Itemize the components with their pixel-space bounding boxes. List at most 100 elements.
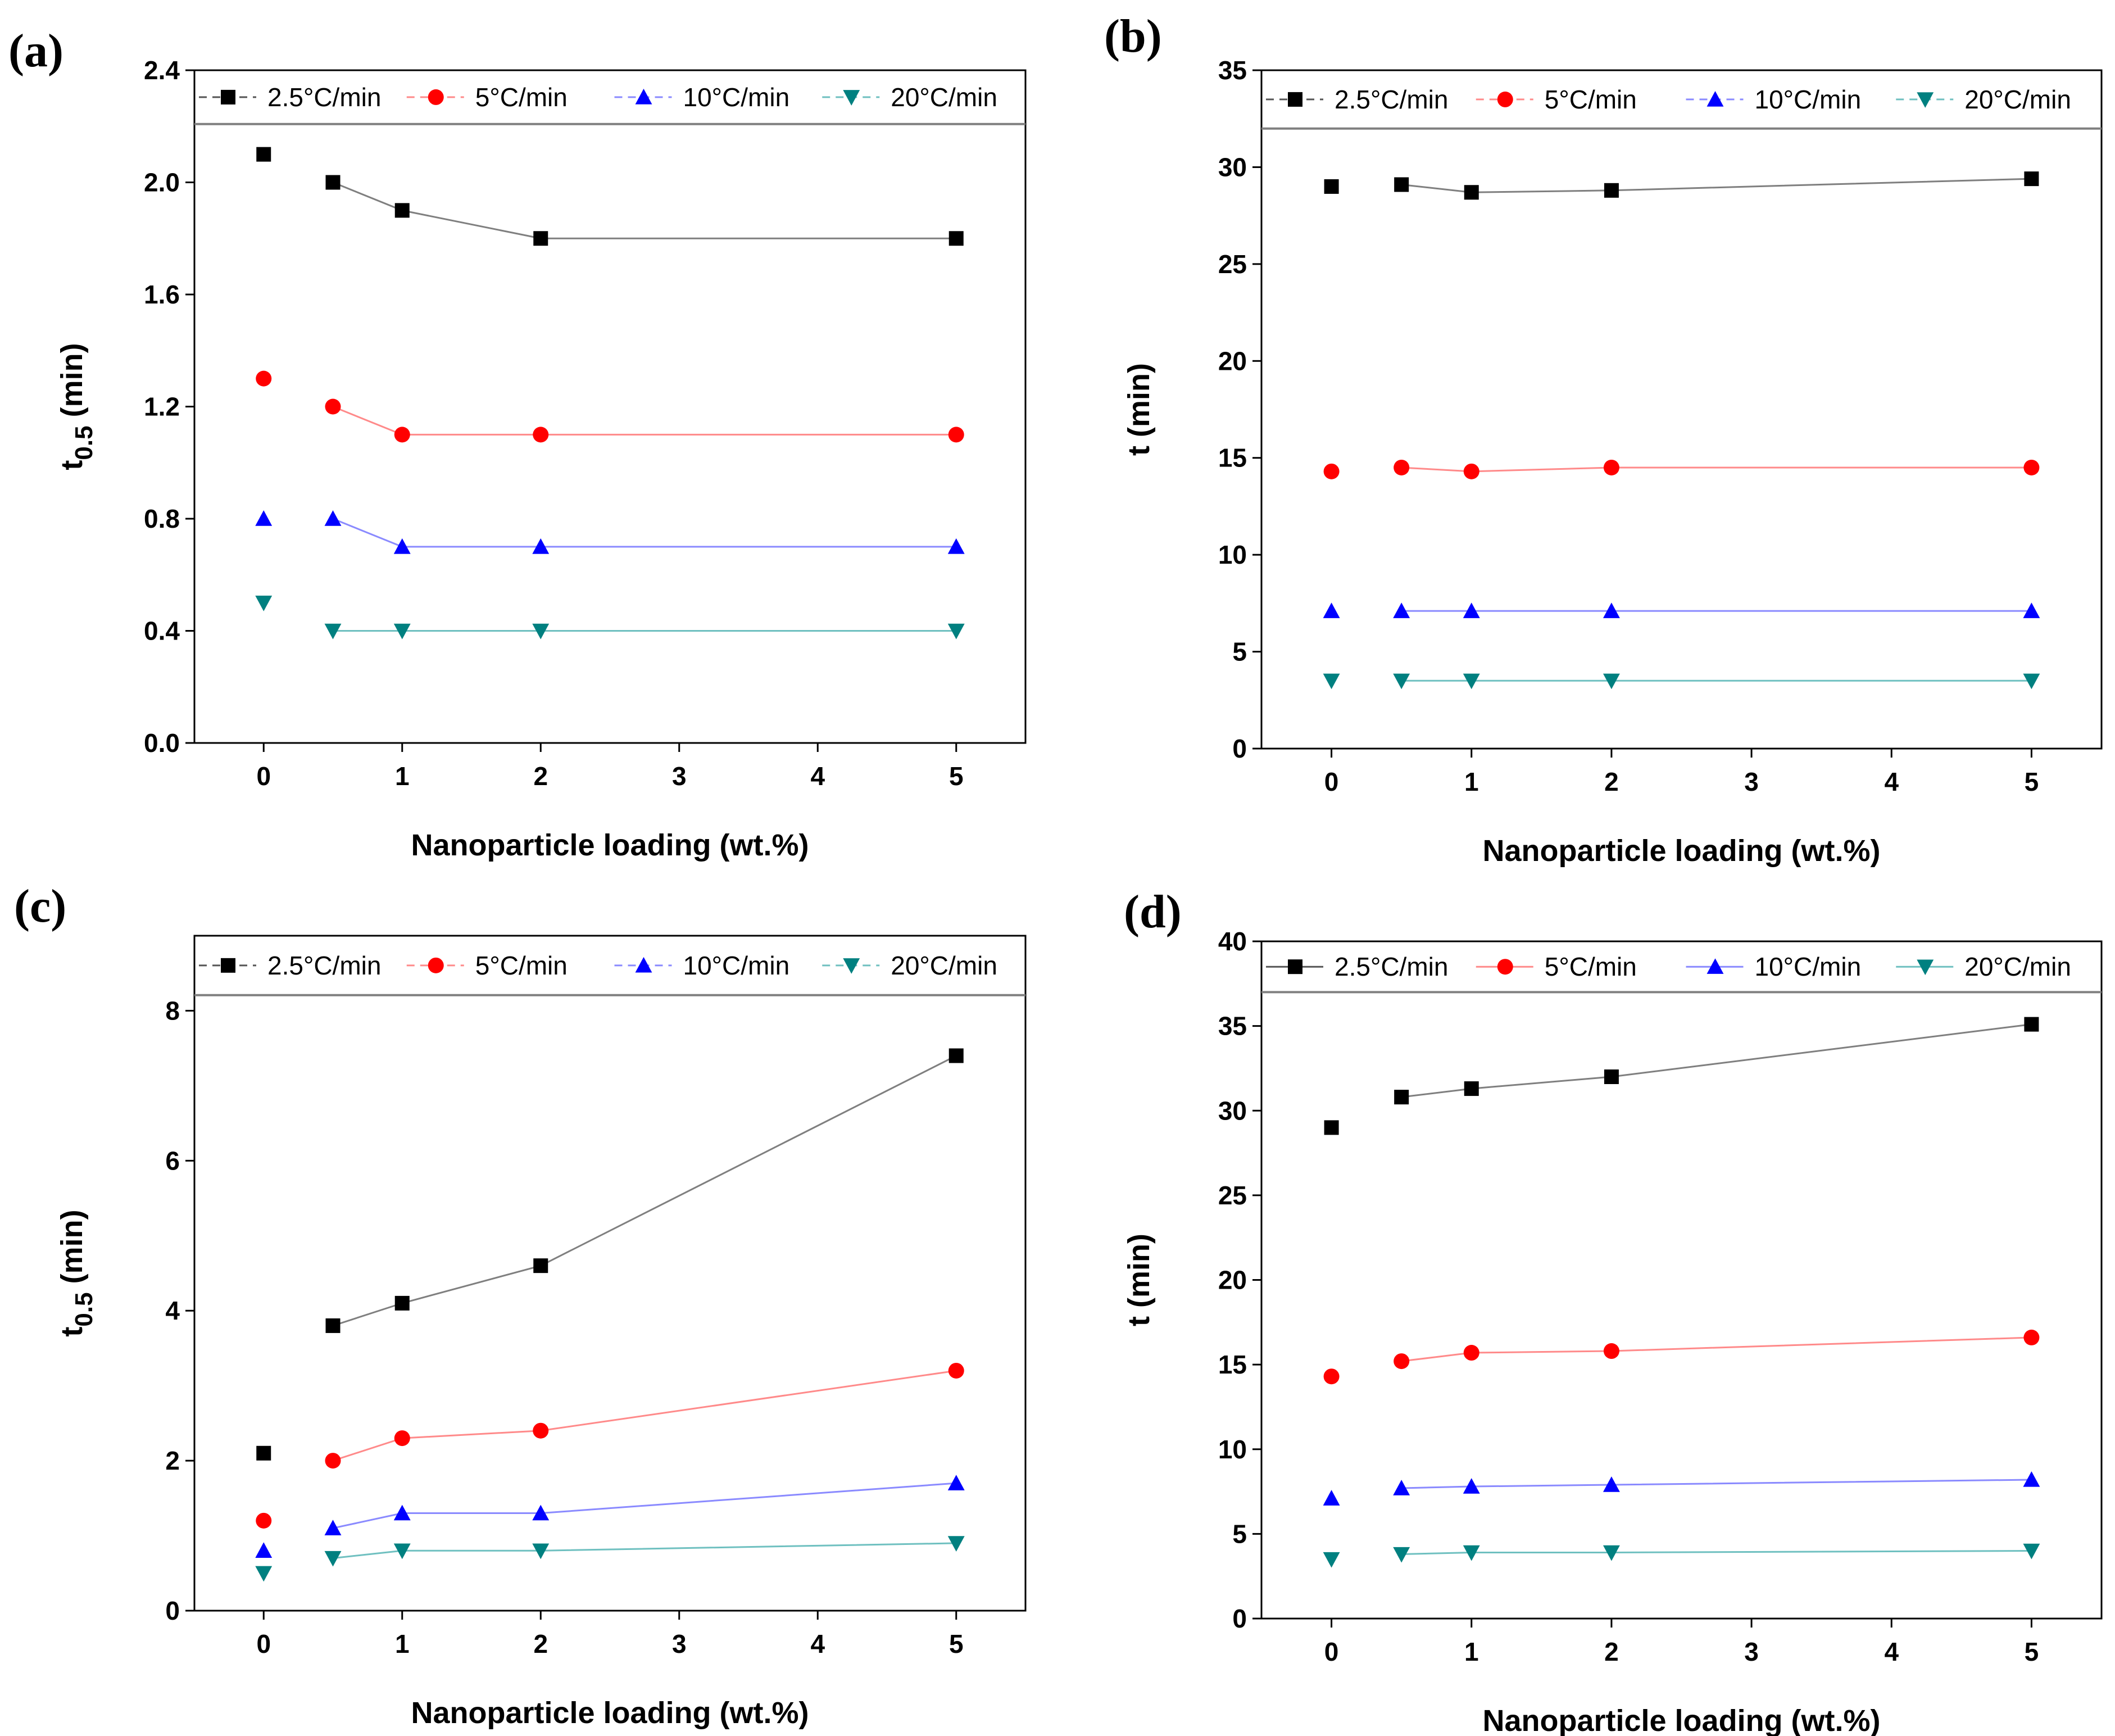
y-tick-label: 35 [1218,56,1247,85]
legend-marker [1706,90,1724,107]
data-point [1463,1345,1479,1361]
y-tick-label: 5 [1232,1519,1247,1548]
legend-marker [221,89,235,105]
y-tick-label: 10 [1218,540,1247,569]
panel-d: (d) 0 5 10 15 20 25 30 35 40 0 1 2 3 4 5 Nanoparticle lo… [1122,886,2103,1736]
series-3 [255,595,965,640]
y-axis-label-subscript: 0.5 [70,1292,98,1326]
y-axis-label-unit: (min) [55,1209,89,1292]
data-point [1603,1545,1620,1561]
legend-marker [428,957,444,973]
data-point [325,1453,341,1469]
panel-label: (a) [8,25,63,77]
y-axis-label-main: t [55,1327,89,1337]
data-point [394,1430,410,1447]
y-tick-label: 2.4 [144,56,180,85]
series-line [1401,1479,2032,1489]
legend-entry: 2.5°C/min [1335,85,1448,114]
data-point [2023,602,2040,618]
x-tick-label: 1 [1464,767,1479,796]
x-tick-label: 0 [1324,1637,1339,1666]
legend-entry: 5°C/min [475,83,568,112]
panel-label: (c) [14,880,66,932]
data-point [948,1048,964,1063]
y-axis-label: t0.5 (min) [55,343,98,470]
x-tick-label: 1 [395,762,410,791]
data-point [324,1551,342,1567]
legend-entry: 5°C/min [1545,952,1637,981]
data-point [255,1542,273,1558]
y-tick-label: 15 [1218,443,1247,473]
series-1 [256,1362,964,1529]
panel-label: (d) [1124,886,1182,938]
x-tick-label: 4 [1884,767,1899,796]
series-2 [1323,1471,2040,1506]
data-point [1323,1490,1340,1506]
y-axis-label-unit: (min) [1122,1234,1156,1316]
panel-c: (c) 0 2 4 6 8 0 1 2 3 4 5 Nanoparticle loading (wt.%… [14,880,1027,1730]
data-point [325,398,341,415]
data-point [1463,1478,1480,1494]
legend-marker [843,958,860,974]
data-point [255,1566,273,1582]
data-point [947,538,965,554]
series-0 [1324,171,2039,200]
y-axis-label-main: t [1122,1316,1156,1326]
legend-entry: 10°C/min [1755,952,1862,981]
legend-marker [1288,959,1302,974]
data-point [2023,673,2040,690]
legend: 2.5°C/min 5°C/min 10°C/min 20°C/min [194,951,1025,996]
legend-marker [1497,91,1513,107]
data-point [1464,185,1479,200]
data-point [1603,602,1620,618]
data-point [325,1318,341,1333]
series-0 [256,1048,964,1461]
data-point [1604,1069,1619,1084]
legend-marker [1917,92,1934,108]
legend-entry: 10°C/min [683,951,790,980]
y-tick-label: 0.8 [144,504,180,533]
y-axis-label-unit: (min) [55,343,89,425]
y-tick-label: 0 [165,1596,180,1625]
data-point [394,203,410,218]
data-point [256,1512,272,1529]
data-point [393,1504,411,1521]
series-2 [1323,602,2040,618]
data-point [255,595,273,611]
panel-b: (b) 0 5 10 15 20 25 30 35 0 1 2 3 4 5 Nanoparticle load… [1104,10,2103,868]
series-line [1401,1336,2032,1362]
data-point [947,1475,965,1490]
series-3 [1323,1543,2040,1568]
data-point [532,1543,550,1560]
data-point [2023,1329,2040,1345]
y-axis-label: t (min) [1122,1234,1156,1326]
x-tick-label: 0 [1324,767,1339,796]
plot-frame [193,935,1027,1612]
data-point [1464,1081,1479,1096]
y-tick-label: 0 [1232,1604,1247,1633]
x-tick-label: 1 [395,1629,410,1658]
y-tick-label: 20 [1218,346,1247,375]
y-tick-label: 30 [1218,1096,1247,1125]
x-axis-label: Nanoparticle loading (wt.%) [411,1696,809,1730]
data-point [2023,1543,2040,1560]
data-point [947,623,965,640]
data-point [1323,673,1340,690]
legend-marker [221,958,235,973]
legend-marker [1288,92,1302,107]
y-tick-label: 20 [1218,1266,1247,1295]
legend-entry: 10°C/min [1755,85,1862,114]
series-line [333,1055,957,1327]
data-point [1323,463,1340,479]
data-point [1463,602,1480,618]
y-tick-label: 25 [1218,250,1247,279]
y-tick-label: 10 [1218,1435,1247,1464]
data-point [393,1543,411,1560]
x-axis-label: Nanoparticle loading (wt.%) [1482,834,1880,868]
x-tick-label: 5 [2025,767,2039,796]
series-1 [256,370,964,443]
y-tick-label: 8 [165,996,180,1025]
x-axis-label: Nanoparticle loading (wt.%) [411,828,809,862]
data-point [1394,1353,1410,1370]
data-point [1393,1547,1410,1563]
